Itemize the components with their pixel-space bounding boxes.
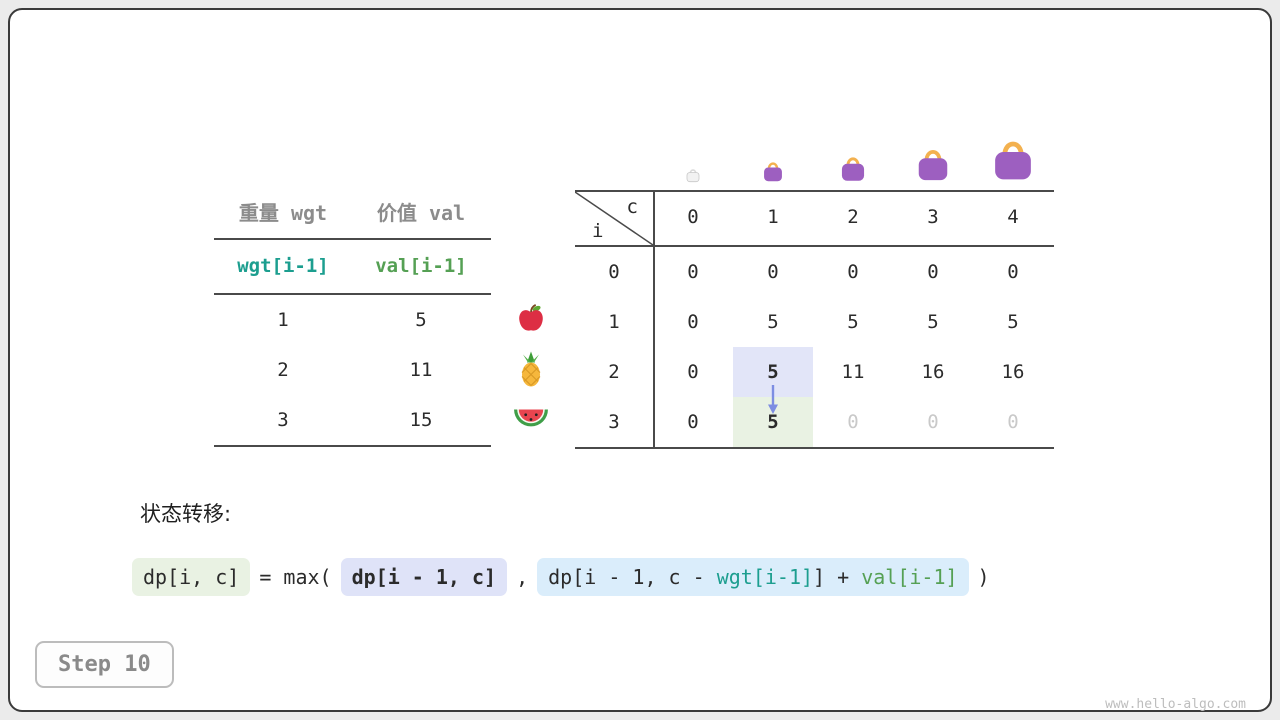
dp-cell-2-0: 0 xyxy=(687,361,699,383)
bag-icon-capacity-1 xyxy=(761,158,785,183)
transition-arrow-icon xyxy=(768,385,778,414)
watermark: www.hello-algo.com xyxy=(1105,697,1246,712)
bag-icon-capacity-4 xyxy=(989,133,1037,183)
dp-row-0: 0 0 0 0 0 0 xyxy=(575,247,1054,297)
dp-table: c i 0 1 2 3 4 0 0 0 0 0 0 1 0 5 5 5 5 2 xyxy=(575,190,1054,449)
item-index-variable: i xyxy=(592,220,604,242)
items-table: 重量 wgt 价值 val wgt[i-1] val[i-1] 1 5 2 11… xyxy=(214,190,491,447)
dp-row-1: 1 0 5 5 5 5 xyxy=(575,297,1054,347)
dp-row-label-2: 2 xyxy=(608,361,620,383)
bag-icon-capacity-2 xyxy=(838,152,868,183)
dp-row-2: 2 0 5 11 16 16 xyxy=(575,347,1054,397)
wgt-variable: wgt[i-1] xyxy=(237,255,329,277)
comma-text: , xyxy=(516,565,529,589)
dp-row-3: 3 0 5 0 0 0 xyxy=(575,397,1054,447)
dp-cell-3-2: 0 xyxy=(847,411,859,433)
take-term-wgt: wgt[i-1] xyxy=(716,565,814,589)
dp-corner-cell: c i xyxy=(575,192,653,245)
dp-current-cell-chip: dp[i, c] xyxy=(132,558,251,596)
state-transition-formula: dp[i, c] = max( dp[i - 1, c] , dp[i - 1,… xyxy=(132,558,990,596)
item-row-3: 3 15 xyxy=(214,395,491,445)
item-3-value: 15 xyxy=(409,409,433,431)
weight-column-header: 重量 wgt xyxy=(238,201,328,225)
take-term-prefix: dp[i - 1, c - xyxy=(548,565,717,589)
equals-max-text: = max( xyxy=(259,565,332,589)
items-table-var-row: wgt[i-1] val[i-1] xyxy=(214,240,491,295)
item-1-value: 5 xyxy=(415,309,427,331)
dp-row-label-3: 3 xyxy=(608,411,620,433)
dp-cell-1-2: 5 xyxy=(847,311,859,333)
bag-icon-capacity-3 xyxy=(914,143,952,183)
watermelon-icon xyxy=(513,407,549,431)
dp-cell-1-3: 5 xyxy=(927,311,939,333)
dp-cell-0-0: 0 xyxy=(687,261,699,283)
dp-cell-2-3: 16 xyxy=(921,361,945,383)
dp-cell-3-3: 0 xyxy=(927,411,939,433)
bag-icon-capacity-0 xyxy=(685,166,701,183)
item-3-weight: 3 xyxy=(277,409,289,431)
dp-table-divider xyxy=(653,192,655,447)
capacity-variable: c xyxy=(626,196,638,218)
dp-cell-0-3: 0 xyxy=(927,261,939,283)
dp-cell-3-0: 0 xyxy=(687,411,699,433)
item-1-weight: 1 xyxy=(277,309,289,331)
dp-row-label-0: 0 xyxy=(608,261,620,283)
dp-table-header: c i 0 1 2 3 4 xyxy=(575,192,1054,247)
take-term-val: val[i-1] xyxy=(861,565,958,589)
take-term-mid: ] + xyxy=(813,565,862,589)
item-row-1: 1 5 xyxy=(214,295,491,345)
items-table-header: 重量 wgt 价值 val xyxy=(214,190,491,240)
dp-take-term-chip: dp[i - 1, c - wgt[i-1]] + val[i-1] xyxy=(537,558,969,596)
item-2-value: 11 xyxy=(409,359,433,381)
dp-col-header-3: 3 xyxy=(927,206,939,228)
item-row-2: 2 11 xyxy=(214,345,491,395)
step-badge: Step 10 xyxy=(35,641,174,688)
item-2-weight: 2 xyxy=(277,359,289,381)
dp-row-label-1: 1 xyxy=(608,311,620,333)
dp-cell-1-4: 5 xyxy=(1007,311,1019,333)
dp-cell-0-1: 0 xyxy=(767,261,779,283)
pineapple-icon xyxy=(515,351,547,388)
dp-col-header-4: 4 xyxy=(1007,206,1019,228)
dp-cell-3-4: 0 xyxy=(1007,411,1019,433)
value-column-header: 价值 val xyxy=(376,201,466,225)
dp-cell-1-1: 5 xyxy=(767,311,779,333)
dp-cell-2-2: 11 xyxy=(841,361,865,383)
state-transition-label: 状态转移: xyxy=(140,502,232,526)
corner-diagonal-line xyxy=(575,192,653,245)
dp-col-header-0: 0 xyxy=(687,206,699,228)
dp-keep-term-chip: dp[i - 1, c] xyxy=(340,558,508,596)
dp-cell-1-0: 0 xyxy=(687,311,699,333)
dp-col-header-1: 1 xyxy=(767,206,779,228)
val-variable: val[i-1] xyxy=(375,255,467,277)
apple-icon xyxy=(516,303,546,333)
dp-cell-0-4: 0 xyxy=(1007,261,1019,283)
dp-cell-2-4: 16 xyxy=(1001,361,1025,383)
dp-cell-0-2: 0 xyxy=(847,261,859,283)
dp-col-header-2: 2 xyxy=(847,206,859,228)
closing-paren-text: ) xyxy=(977,565,990,589)
